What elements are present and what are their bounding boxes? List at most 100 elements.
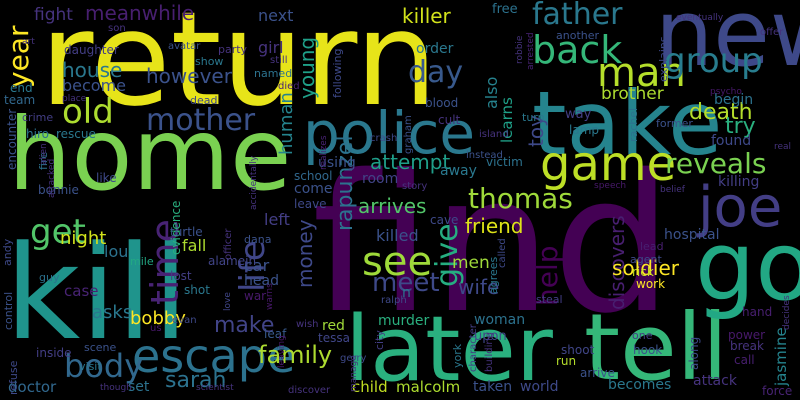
word: come (294, 181, 333, 197)
word: call (734, 353, 755, 367)
word: inside (36, 346, 72, 360)
word: party (218, 43, 248, 56)
word: rachel (627, 107, 640, 142)
word: attempt (370, 150, 451, 174)
word: offer (760, 27, 784, 38)
word: attack (693, 373, 737, 389)
word: upon (474, 329, 507, 344)
word: killed (376, 226, 419, 245)
word: old (62, 92, 114, 132)
word: killer (402, 4, 451, 28)
word: art (22, 37, 35, 47)
word: human (276, 92, 297, 155)
word: wife (458, 275, 500, 299)
word: died (278, 81, 300, 92)
word: room (362, 171, 399, 187)
word: manage (349, 355, 359, 392)
word: crime (22, 111, 54, 124)
word: next (258, 6, 294, 25)
word: son (108, 23, 126, 34)
word: left (264, 210, 290, 229)
word: work (636, 277, 666, 291)
word: evan (172, 315, 197, 326)
word: return (40, 0, 438, 135)
word: building (484, 331, 495, 372)
word: belief (660, 185, 685, 195)
word: ralph (381, 295, 407, 306)
word: along (687, 336, 701, 370)
word: man (597, 50, 686, 96)
word: one (632, 329, 653, 342)
word: alien (39, 143, 49, 165)
word: group (664, 41, 763, 81)
word: family (258, 341, 333, 369)
word: guy (39, 271, 60, 284)
word: rescue (56, 127, 96, 141)
word: speech (594, 181, 627, 191)
word: world (520, 379, 559, 395)
word: cult (438, 113, 461, 127)
word: place (62, 94, 87, 104)
word: become (62, 76, 127, 95)
word: kill (5, 217, 189, 369)
word: andy (1, 238, 14, 266)
word: using (318, 155, 356, 171)
word: crash (370, 133, 398, 144)
word: begin (714, 92, 754, 108)
word: team (4, 93, 36, 107)
word: cave (430, 213, 459, 227)
word: arrives (358, 194, 427, 218)
word: reveals (665, 147, 767, 180)
word: rapunzel (333, 135, 358, 231)
word: see (362, 239, 433, 285)
word: set (128, 379, 150, 395)
word: explains (657, 36, 670, 82)
word: killing (718, 174, 760, 190)
word: meet (372, 268, 440, 298)
word: hospital (664, 227, 720, 243)
word: n (402, 285, 411, 301)
word: head (244, 273, 279, 289)
word: arrested (526, 32, 536, 70)
word: visit (79, 360, 102, 373)
word: break (730, 339, 764, 353)
word: make (214, 313, 275, 338)
word: however (146, 64, 232, 88)
word: friend (465, 214, 524, 238)
word: home (8, 96, 292, 213)
word: power (728, 328, 766, 342)
word: order (416, 41, 454, 57)
word: discover (288, 385, 331, 396)
word: escape (132, 329, 296, 383)
word: called (497, 238, 508, 268)
word: shot (184, 283, 210, 297)
word: graham (403, 115, 414, 154)
word: house (62, 58, 123, 82)
word: fight (34, 5, 73, 25)
word: city (373, 330, 386, 350)
word: night (60, 228, 107, 249)
word: still (270, 55, 288, 66)
word: wish (296, 319, 319, 330)
word: tessa (318, 331, 350, 345)
word: try (725, 114, 756, 139)
word: named (254, 67, 293, 80)
word: lead (640, 240, 664, 253)
word: men (452, 253, 490, 273)
word: fall (182, 236, 207, 255)
word: leaving (277, 335, 287, 368)
word: control (2, 291, 15, 330)
word: tell (584, 294, 728, 400)
word: victim (486, 155, 523, 169)
word: day (408, 55, 464, 90)
word: back (532, 28, 623, 72)
word: gerry (340, 353, 367, 364)
word: arrive (580, 366, 615, 380)
word: run (556, 354, 577, 368)
word: bobby (130, 308, 186, 329)
word: later (345, 297, 553, 400)
word: take (532, 72, 723, 175)
word: story (402, 181, 428, 192)
word: doctor (8, 378, 57, 396)
